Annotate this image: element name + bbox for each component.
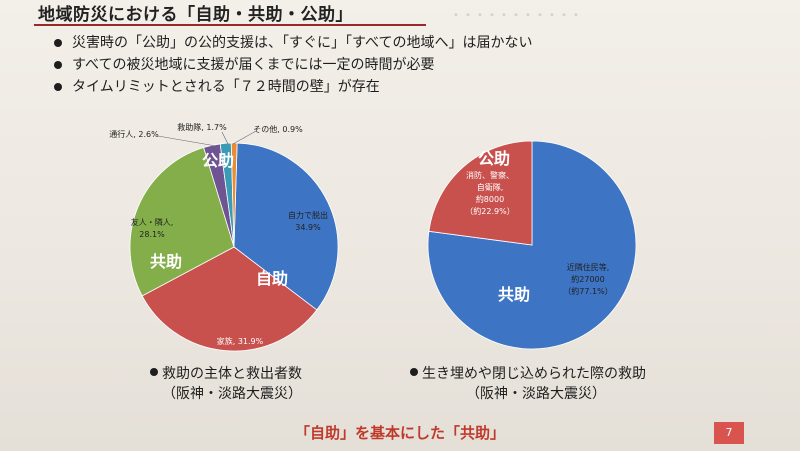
data-label: 消防、警察、 (466, 170, 514, 180)
data-label: 近隣住民等, (567, 262, 610, 272)
chart2-caption: 生き埋めや閉じ込められた際の救助 （阪神・淡路大震災） (410, 364, 646, 404)
pie-slice (428, 140, 533, 246)
bullet-icon (54, 39, 62, 47)
chart2-caption-line2: （阪神・淡路大震災） (466, 386, 606, 402)
leader-line (232, 130, 257, 145)
background-text: ・・・・・・・・・・・ (450, 8, 583, 22)
data-label: 約27000 (571, 274, 604, 284)
title-underline (34, 24, 426, 26)
data-label: 通行人, 2.6% (109, 129, 159, 139)
chart1-caption: 救助の主体と救出者数 （阪神・淡路大震災） (150, 364, 302, 404)
data-label: 救助隊, 1.7% (177, 122, 227, 132)
chart1-caption-line1: 救助の主体と救出者数 (162, 366, 302, 382)
data-label: その他, 0.9% (253, 124, 303, 134)
data-label: 約8000 (476, 194, 504, 204)
chart2-caption-line1: 生き埋めや閉じ込められた際の救助 (422, 366, 646, 382)
footer-message: 「自助」を基本にした「共助」 (294, 424, 505, 442)
group-label-mutual-help: 共助 (150, 252, 182, 271)
bullet-icon (54, 61, 62, 69)
buried-rescue-pie-chart: 近隣住民等, 約27000 （約77.1%） 消防、警察、自衛隊, 約8000 （約22.… (427, 140, 637, 350)
chart1-caption-line2: （阪神・淡路大震災） (162, 386, 302, 402)
bullet-icon (410, 368, 418, 376)
bullet-icon (54, 83, 62, 91)
leader-line (157, 135, 217, 147)
data-label: 自力で脱出 (288, 210, 328, 220)
bullet-list: 災害時の「公助」の公的支援は、「すぐに」「すべての地域へ」は届かない すべての被… (52, 32, 532, 98)
data-label: 28.1% (139, 230, 165, 239)
pie-slice (233, 142, 339, 311)
data-label: 34.9% (295, 223, 321, 232)
pie-slice (129, 147, 235, 297)
bullet-icon (150, 368, 158, 376)
data-label: 友人・隣人, (131, 217, 174, 227)
bullet-text: すべての被災地域に支援が届くまでには一定の時間が必要 (72, 57, 435, 73)
slide-title: 地域防災における「自助・共助・公助」 (38, 5, 353, 25)
group-label-mutual-help: 共助 (498, 285, 530, 304)
data-label: （約77.1%） (563, 286, 612, 296)
leader-line (221, 131, 229, 145)
bullet-item: すべての被災地域に支援が届くまでには一定の時間が必要 (52, 54, 532, 76)
group-label-public-help: 公助 (478, 149, 510, 168)
bullet-text: 災害時の「公助」の公的支援は、「すぐに」「すべての地域へ」は届かない (72, 35, 533, 51)
group-label-self-help: 自助 (256, 269, 288, 288)
rescue-subject-pie-chart: 自力で脱出 34.9% 家族, 31.9% 友人・隣人, 28.1% 通行人, 2.6% 救… (109, 122, 339, 352)
bullet-text: タイムリミットとされる「７２時間の壁」が存在 (72, 79, 380, 95)
data-label: 家族, 31.9% (217, 336, 264, 346)
data-label: （約22.9%） (465, 206, 514, 216)
data-label: 自衛隊, (477, 182, 504, 192)
group-label-public-help: 公助 (202, 151, 234, 170)
page-number: 7 (714, 422, 744, 444)
bullet-item: タイムリミットとされる「７２時間の壁」が存在 (52, 76, 532, 98)
bullet-item: 災害時の「公助」の公的支援は、「すぐに」「すべての地域へ」は届かない (52, 32, 532, 54)
